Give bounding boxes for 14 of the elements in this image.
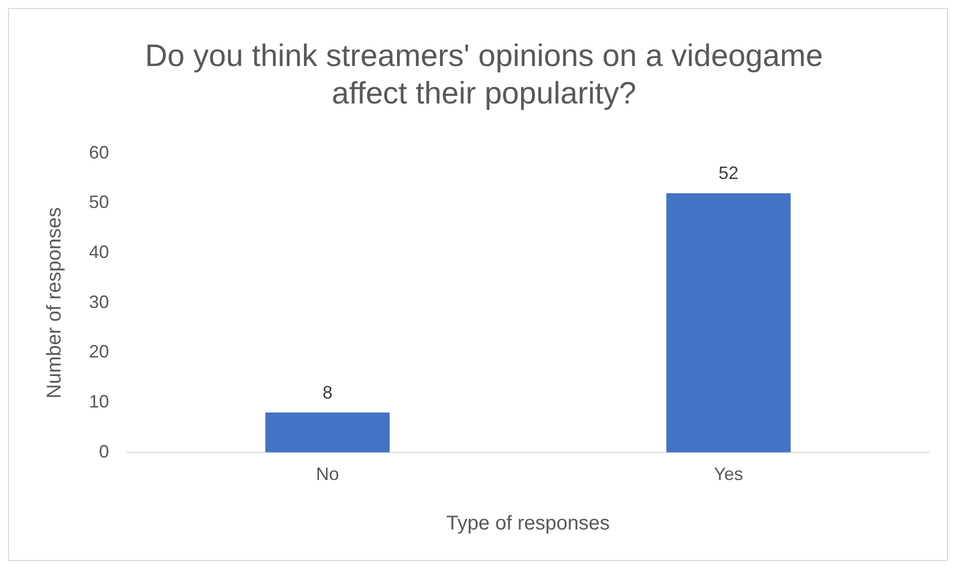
y-tick-label: 10 [88, 392, 110, 412]
y-tick-label: 30 [88, 292, 110, 312]
x-tick-label: Yes [714, 464, 744, 484]
x-tick-label: No [316, 464, 340, 484]
data-label: 52 [718, 163, 739, 184]
y-tick-label: 60 [88, 142, 110, 162]
y-axis-title: Number of responses [44, 207, 66, 398]
y-tick-label: 40 [88, 242, 110, 262]
data-label: 8 [322, 382, 333, 402]
y-tick-label: 50 [88, 192, 110, 212]
y-tick-label: 0 [99, 441, 110, 462]
chart-title: Do you think streamers' opinions on a videogame affect their popularity? [145, 38, 823, 110]
y-tick-label: 20 [88, 342, 110, 362]
x-axis-title: Type of responses [446, 512, 610, 535]
